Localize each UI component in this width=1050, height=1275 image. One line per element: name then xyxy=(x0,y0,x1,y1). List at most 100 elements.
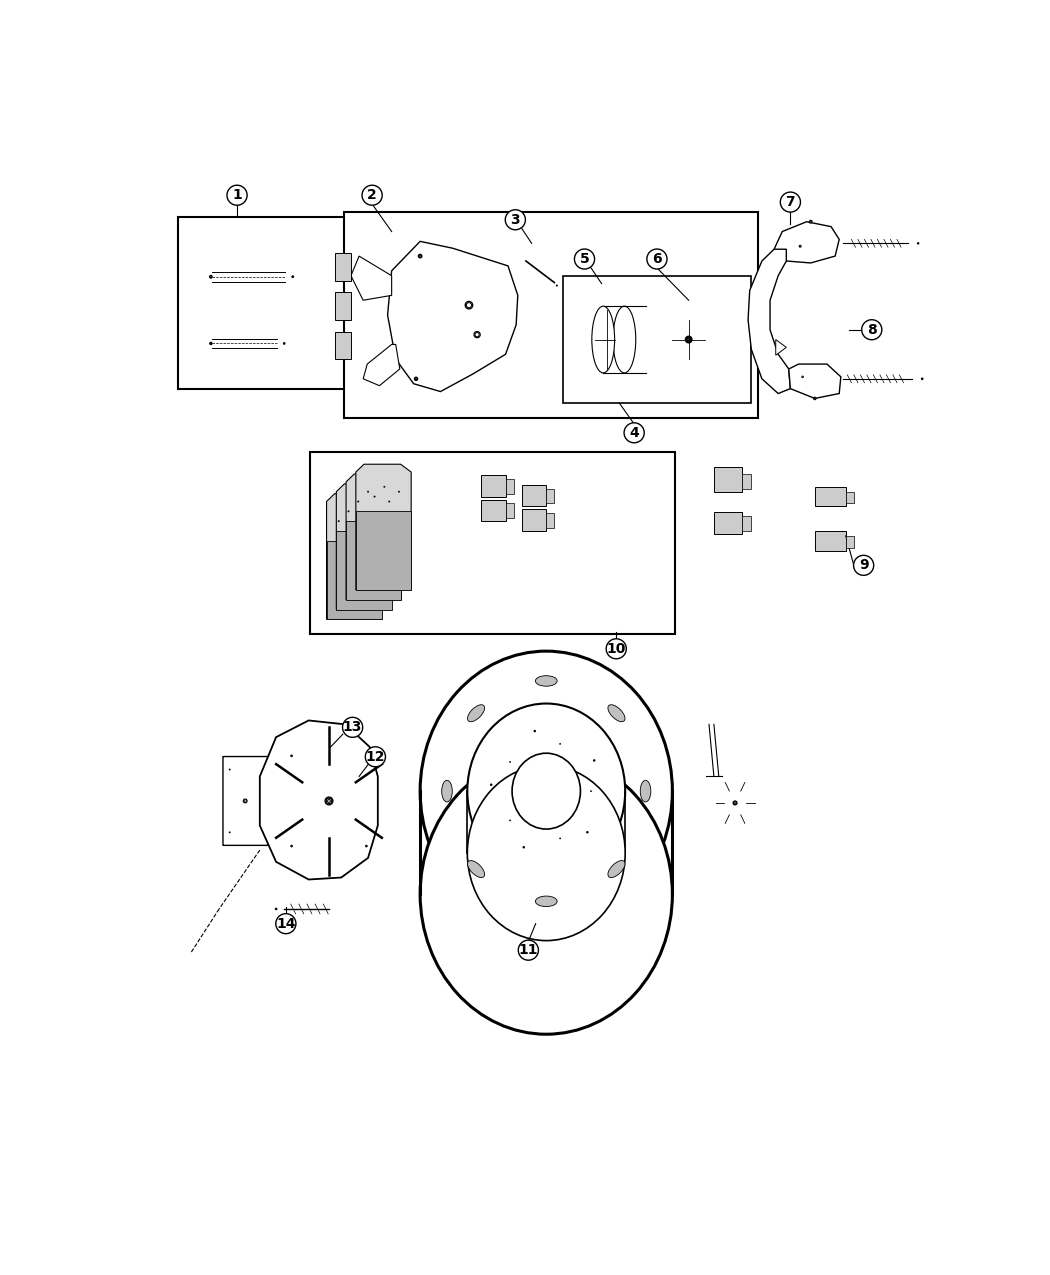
Circle shape xyxy=(419,255,421,258)
Polygon shape xyxy=(356,511,412,590)
Bar xyxy=(845,536,854,548)
Ellipse shape xyxy=(613,306,636,372)
Bar xyxy=(815,530,845,551)
Ellipse shape xyxy=(467,861,485,877)
Text: 4: 4 xyxy=(629,426,639,440)
Polygon shape xyxy=(346,521,401,599)
Ellipse shape xyxy=(467,765,625,941)
Circle shape xyxy=(284,343,285,344)
Circle shape xyxy=(465,301,472,309)
Polygon shape xyxy=(259,720,378,880)
Text: 5: 5 xyxy=(580,252,589,266)
Circle shape xyxy=(415,377,417,380)
Ellipse shape xyxy=(640,780,651,802)
Bar xyxy=(546,488,554,504)
Circle shape xyxy=(922,377,923,380)
Circle shape xyxy=(733,801,737,805)
Circle shape xyxy=(687,337,691,342)
Circle shape xyxy=(275,908,277,910)
Bar xyxy=(506,504,513,518)
Text: 6: 6 xyxy=(652,252,662,266)
Polygon shape xyxy=(336,483,392,609)
Ellipse shape xyxy=(536,896,558,907)
Circle shape xyxy=(505,210,525,229)
Circle shape xyxy=(686,337,692,343)
Circle shape xyxy=(802,376,803,377)
Circle shape xyxy=(419,255,422,258)
Circle shape xyxy=(780,193,800,212)
Text: 7: 7 xyxy=(785,195,795,209)
Circle shape xyxy=(210,343,212,344)
Polygon shape xyxy=(789,365,841,398)
Circle shape xyxy=(490,784,492,785)
Circle shape xyxy=(799,245,801,247)
Circle shape xyxy=(810,221,812,223)
Circle shape xyxy=(291,845,292,847)
Bar xyxy=(335,254,351,280)
Circle shape xyxy=(210,275,212,278)
Bar xyxy=(506,479,513,493)
Bar xyxy=(178,217,351,389)
Circle shape xyxy=(365,755,368,756)
Ellipse shape xyxy=(420,755,672,1034)
Bar xyxy=(815,487,845,506)
Bar xyxy=(335,332,351,360)
Polygon shape xyxy=(776,339,786,356)
Circle shape xyxy=(415,377,418,380)
Polygon shape xyxy=(774,222,839,263)
Circle shape xyxy=(519,940,539,960)
Ellipse shape xyxy=(592,306,614,372)
Polygon shape xyxy=(327,541,382,620)
Circle shape xyxy=(574,249,594,269)
Polygon shape xyxy=(356,464,412,590)
Polygon shape xyxy=(748,249,791,394)
Bar xyxy=(546,514,554,528)
Polygon shape xyxy=(327,493,382,620)
Circle shape xyxy=(854,556,874,575)
Bar xyxy=(311,453,675,634)
Bar xyxy=(522,484,546,506)
Circle shape xyxy=(227,185,247,205)
Text: 3: 3 xyxy=(510,213,520,227)
Circle shape xyxy=(814,398,816,399)
Bar xyxy=(742,516,751,530)
Bar xyxy=(742,474,751,488)
Bar xyxy=(522,510,546,530)
Circle shape xyxy=(292,275,294,278)
Circle shape xyxy=(734,802,736,805)
Text: 13: 13 xyxy=(343,720,362,734)
Circle shape xyxy=(474,332,480,338)
Ellipse shape xyxy=(608,861,625,877)
Ellipse shape xyxy=(467,704,625,878)
Circle shape xyxy=(624,423,645,442)
Bar xyxy=(845,492,854,504)
Bar xyxy=(344,212,758,418)
Circle shape xyxy=(534,731,536,732)
Ellipse shape xyxy=(536,676,558,686)
Text: 12: 12 xyxy=(365,750,385,764)
Circle shape xyxy=(814,398,816,399)
Bar xyxy=(563,275,752,403)
Circle shape xyxy=(326,797,333,805)
Ellipse shape xyxy=(442,780,453,802)
Circle shape xyxy=(210,275,212,278)
Circle shape xyxy=(327,798,332,803)
Bar xyxy=(335,292,351,320)
Polygon shape xyxy=(351,256,392,300)
Circle shape xyxy=(291,755,292,756)
Circle shape xyxy=(244,799,247,802)
Circle shape xyxy=(687,338,690,342)
Circle shape xyxy=(365,747,385,766)
Text: 2: 2 xyxy=(368,189,377,203)
FancyBboxPatch shape xyxy=(223,756,268,845)
Bar xyxy=(481,500,506,521)
Text: 8: 8 xyxy=(867,323,877,337)
Bar xyxy=(714,513,742,534)
Circle shape xyxy=(587,831,588,833)
Circle shape xyxy=(342,718,362,737)
Ellipse shape xyxy=(420,652,672,931)
Circle shape xyxy=(475,333,479,337)
Circle shape xyxy=(365,845,368,847)
Circle shape xyxy=(593,760,595,761)
Circle shape xyxy=(210,342,212,344)
